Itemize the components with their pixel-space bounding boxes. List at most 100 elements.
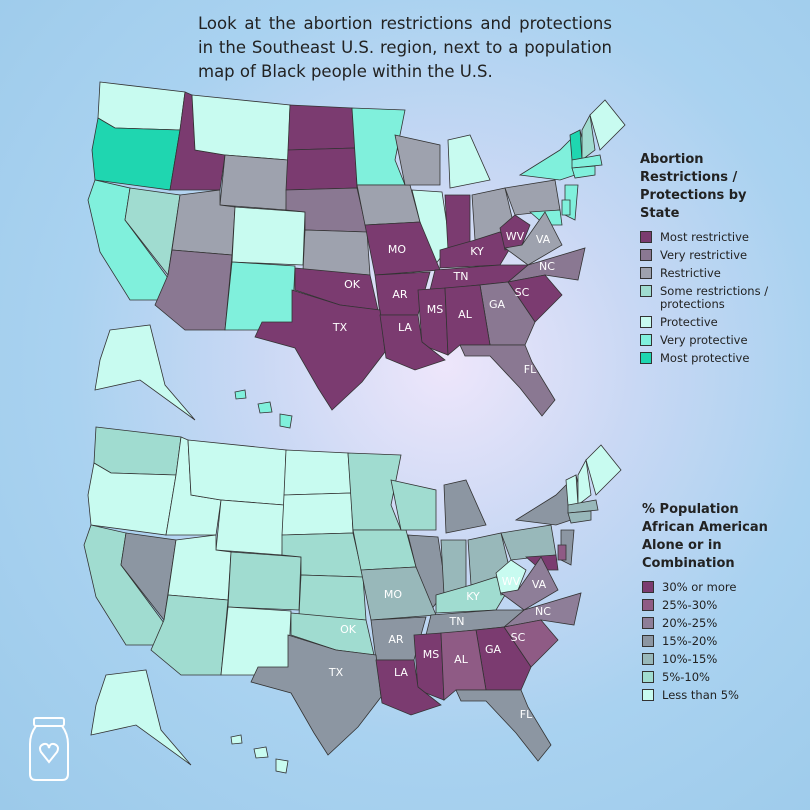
legend-item: Restrictive xyxy=(640,267,790,280)
legend-label: Some restrictions / protections xyxy=(660,284,769,311)
state xyxy=(390,479,437,531)
state-label: TN xyxy=(453,270,469,283)
map-abortion: MO KY WV VA NC TN OK AR SC GA MS AL TX LA FL xyxy=(87,81,626,429)
state xyxy=(504,211,563,266)
state xyxy=(227,551,302,611)
state xyxy=(224,261,296,331)
legend-item: 10%-15% xyxy=(642,653,792,666)
state xyxy=(285,147,358,191)
state-label: TN xyxy=(449,615,465,628)
state xyxy=(444,194,471,251)
legend-label: Very protective xyxy=(660,333,748,347)
state xyxy=(283,449,352,496)
state xyxy=(500,556,559,611)
state-label: VA xyxy=(536,233,551,246)
legend-item: Very restrictive xyxy=(640,249,790,262)
legend-swatch xyxy=(642,581,654,593)
state xyxy=(281,492,354,536)
state-label: WV xyxy=(506,230,525,243)
state xyxy=(257,401,273,414)
legend-title: Abortion Restrictions / Protections by S… xyxy=(640,152,747,221)
state xyxy=(275,758,289,774)
state xyxy=(571,165,596,179)
legend-label: 20%-25% xyxy=(662,616,718,630)
state-label: NC xyxy=(539,260,555,273)
state xyxy=(90,669,192,766)
legend-label: 5%-10% xyxy=(662,670,710,684)
legend-swatch xyxy=(640,316,652,328)
state xyxy=(571,154,603,169)
state xyxy=(234,389,247,400)
state xyxy=(443,479,487,534)
legend-label: Most protective xyxy=(660,351,750,365)
state xyxy=(254,289,386,411)
legend-label: Most restrictive xyxy=(660,230,749,244)
legend-item: Protective xyxy=(640,316,790,329)
legend-swatch xyxy=(640,285,652,297)
state xyxy=(500,524,557,561)
state xyxy=(298,574,367,621)
state xyxy=(455,689,552,762)
state xyxy=(187,439,287,506)
state xyxy=(94,324,196,421)
legend-swatch xyxy=(640,267,652,279)
legend-item: 30% or more xyxy=(642,581,792,594)
state xyxy=(253,746,269,759)
legend-swatch xyxy=(642,653,654,665)
legend-item: 20%-25% xyxy=(642,617,792,630)
state xyxy=(567,499,599,514)
legend-label: Very restrictive xyxy=(660,248,748,262)
legend-item: Most restrictive xyxy=(640,231,790,244)
state xyxy=(97,81,186,131)
state-label: SC xyxy=(515,286,530,299)
legend-label: 15%-20% xyxy=(662,634,718,648)
legend-swatch xyxy=(642,617,654,629)
state-label: AL xyxy=(454,653,469,666)
legend-swatch xyxy=(642,671,654,683)
state xyxy=(589,99,626,151)
state xyxy=(93,426,182,476)
state xyxy=(347,452,402,531)
state xyxy=(429,264,530,291)
legend-label: Less than 5% xyxy=(662,688,739,702)
legend-item: Less than 5% xyxy=(642,689,792,702)
state xyxy=(215,499,285,556)
jar-icon xyxy=(29,717,69,781)
state xyxy=(569,129,583,161)
state xyxy=(585,444,622,496)
state xyxy=(375,659,442,716)
state-label: LA xyxy=(394,666,408,679)
legend-item: 5%-10% xyxy=(642,671,792,684)
state-label: VA xyxy=(532,578,547,591)
legend-label: 10%-15% xyxy=(662,652,718,666)
legend-item: 15%-20% xyxy=(642,635,792,648)
state-label: TX xyxy=(332,321,348,334)
legend-abortion: Abortion Restrictions / Protections by S… xyxy=(640,151,790,370)
legend-label: 30% or more xyxy=(662,580,737,594)
state-label: KY xyxy=(466,590,480,603)
state-label: SC xyxy=(511,631,526,644)
state xyxy=(557,544,567,561)
state xyxy=(567,510,592,524)
state-label: AR xyxy=(392,288,408,301)
legend-population: % Population African American Alone or i… xyxy=(642,501,792,707)
legend-title: % Population African American Alone or i… xyxy=(642,502,768,571)
state xyxy=(425,609,526,636)
state-label: KY xyxy=(470,245,484,258)
legend-item: Most protective xyxy=(640,352,790,365)
state-label: TX xyxy=(328,666,344,679)
state xyxy=(250,634,382,756)
state xyxy=(351,107,406,186)
state-label: MS xyxy=(427,303,443,316)
legend-swatch xyxy=(640,352,652,364)
state-label: FL xyxy=(520,708,533,721)
state-label: LA xyxy=(398,321,412,334)
legend-swatch xyxy=(640,231,652,243)
state xyxy=(459,344,556,417)
legend-label: 25%-30% xyxy=(662,598,718,612)
state xyxy=(302,229,371,276)
legend-item: Very protective xyxy=(640,334,790,347)
state xyxy=(495,559,527,596)
